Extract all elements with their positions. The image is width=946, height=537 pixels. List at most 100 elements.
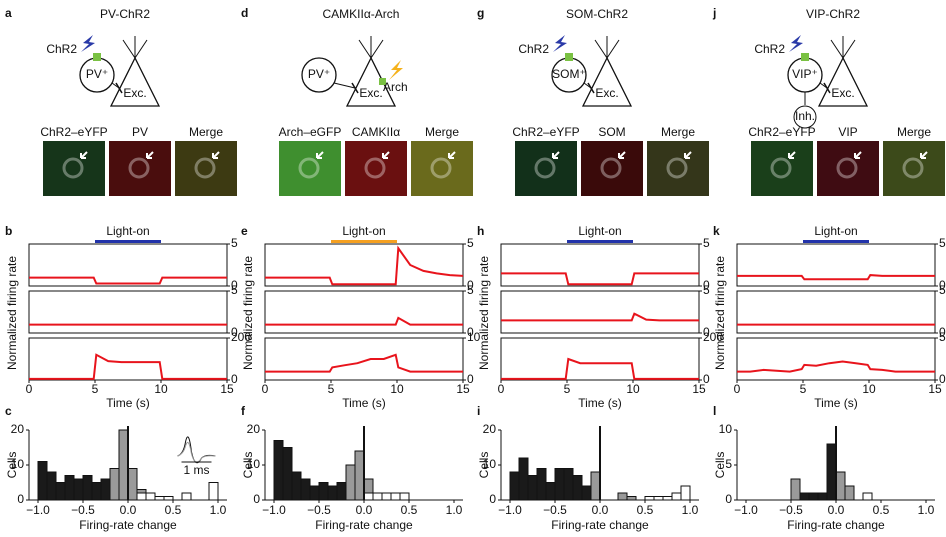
x-tick-label: −1.0 [498, 503, 522, 517]
x-tick-label: 15 [220, 382, 234, 396]
light-label: Light-on [342, 224, 385, 238]
histogram-bar [554, 468, 565, 501]
histogram-bar [109, 468, 120, 501]
histogram-bar [208, 482, 219, 501]
y-tick-label: 0 [489, 492, 496, 506]
x-tick-label: 15 [456, 382, 470, 396]
y-tick-label: 5 [703, 283, 710, 297]
x-axis-label: Time (s) [814, 396, 858, 410]
synapse-bar [351, 82, 359, 94]
y-tick-label: 10 [483, 457, 497, 471]
x-axis-label: Time (s) [342, 396, 386, 410]
histogram-bar [300, 478, 311, 501]
x-tick-label: 0 [26, 382, 33, 396]
y-tick-label: 0 [703, 325, 710, 339]
cell-body [902, 157, 924, 179]
panel-letter: k [713, 224, 720, 238]
x-tick-label: 1.0 [446, 503, 463, 517]
exc-label: Exc. [831, 86, 854, 100]
histogram-bar [282, 447, 293, 501]
arrow [448, 151, 456, 159]
plot-frame [500, 243, 700, 287]
arrow [146, 151, 154, 159]
x-tick-label: −1.0 [26, 503, 50, 517]
y-tick-label: 5 [939, 236, 946, 250]
micrograph [515, 141, 577, 196]
y-tick-label: 10 [11, 457, 25, 471]
inh-label: Inh. [795, 109, 815, 123]
arrow [212, 151, 220, 159]
panel-letter: d [241, 6, 248, 20]
y-tick-label: 0 [939, 372, 946, 386]
panel-letter: c [5, 404, 12, 418]
x-axis-label: Firing-rate change [315, 518, 413, 532]
y-tick-label: 5 [231, 283, 238, 297]
opsin-marker [93, 53, 101, 61]
y-tick-label: 0 [467, 372, 474, 386]
y-axis-label: Cells [5, 452, 19, 479]
y-tick-label: 200 [231, 330, 251, 344]
histogram-bar [626, 496, 637, 501]
histogram-bar [291, 471, 302, 501]
opsin-label: ChR2 [46, 42, 77, 56]
synapse-bar [115, 82, 123, 94]
histogram-bar [835, 471, 846, 501]
histogram-bar [671, 492, 682, 501]
y-tick-label: 20 [483, 422, 497, 436]
opsin-label: ChR2 [518, 42, 549, 56]
cell-body [128, 157, 150, 179]
exc-label: Exc. [595, 86, 618, 100]
y-tick-label: 20 [11, 422, 25, 436]
x-tick-label: 1.0 [682, 503, 699, 517]
histogram-bar [381, 492, 392, 501]
histogram-bar [64, 475, 75, 501]
inset-label: 1 ms [183, 463, 209, 477]
y-tick-label: 5 [939, 330, 946, 344]
histogram-bar [790, 478, 801, 501]
image-label: Merge [425, 125, 459, 139]
y-tick-label: 20 [247, 422, 261, 436]
histogram-bar [527, 475, 538, 501]
exc-label: Exc. [359, 86, 382, 100]
cell-body [836, 157, 858, 179]
y-axis-label: Cells [713, 452, 727, 479]
y-tick-label: 5 [467, 236, 474, 250]
plot-frame [736, 337, 936, 381]
exc-neuron [581, 56, 633, 107]
panel-letter: e [241, 224, 248, 238]
histogram-bar [372, 492, 383, 501]
micrograph [751, 141, 813, 196]
panel-letter: h [477, 224, 484, 238]
opsin-label: ChR2 [754, 42, 785, 56]
plot-frame [264, 290, 464, 334]
micrograph [411, 141, 473, 196]
histogram-bar [862, 492, 873, 501]
panel-letter: l [713, 404, 716, 418]
x-axis-label: Firing-rate change [79, 518, 177, 532]
exc-label: Exc. [123, 86, 146, 100]
x-tick-label: −0.5 [71, 503, 95, 517]
y-tick-label: 5 [231, 236, 238, 250]
arrow [382, 151, 390, 159]
histogram-bar [826, 443, 837, 501]
x-tick-label: 5 [800, 382, 807, 396]
y-axis-label: Cells [477, 452, 491, 479]
arrow [684, 151, 692, 159]
histogram-bar [808, 492, 819, 501]
histogram-bar [154, 496, 165, 501]
x-tick-label: 10 [390, 382, 404, 396]
histogram-bar [644, 496, 655, 501]
histogram-bar [363, 492, 374, 501]
micrograph [817, 141, 879, 196]
y-tick-label: 5 [703, 236, 710, 250]
arrow [920, 151, 928, 159]
light-bolt [81, 35, 95, 52]
light-bolt [389, 60, 403, 80]
cell-body [600, 157, 622, 179]
histogram-bar [46, 471, 57, 501]
y-axis-label: Cells [241, 452, 255, 479]
y-axis-label: Normalized firing rate [5, 256, 19, 370]
histogram-bar [318, 482, 329, 501]
histogram-bar [100, 478, 111, 501]
image-label: Arch–eGFP [279, 125, 342, 139]
